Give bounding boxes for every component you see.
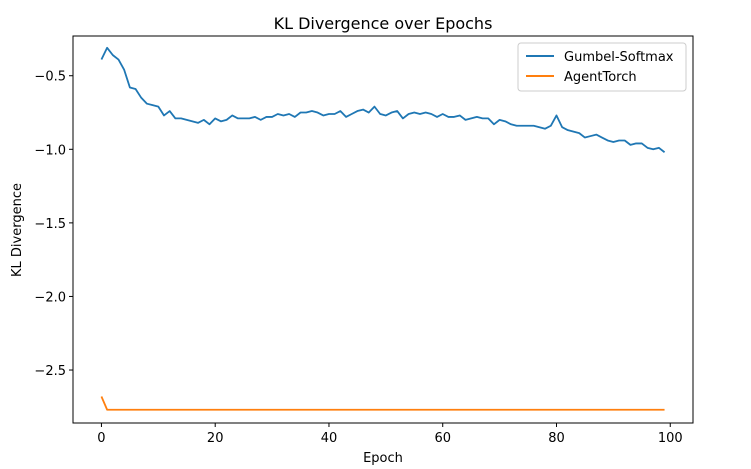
x-tick-label: 0 [97,431,105,446]
y-tick-label: −0.5 [34,70,66,85]
y-tick-label: −2.5 [34,364,66,379]
x-tick-label: 100 [658,431,683,446]
y-tick-label: −1.0 [34,143,66,158]
legend-label-gumbel-softmax: Gumbel-Softmax [564,50,674,65]
y-tick-label: −2.0 [34,290,66,305]
series-line-agenttorch [100,396,665,411]
chart-title: KL Divergence over Epochs [274,14,493,33]
x-tick-label: 20 [207,431,224,446]
x-axis-ticks: 0 20 40 60 80 100 [97,423,683,446]
plot-area-frame [72,35,694,424]
series-layer [100,46,666,411]
y-axis-label: KL Divergence [10,183,25,277]
y-tick-label: −1.5 [34,217,66,232]
legend: Gumbel-Softmax AgentTorch [517,42,687,92]
x-tick-label: 80 [548,431,565,446]
x-axis-label: Epoch [363,451,403,466]
legend-label-agenttorch: AgentTorch [564,70,637,85]
legend-box [517,42,687,92]
series-line-gumbel-softmax [100,46,666,153]
x-tick-label: 60 [434,431,451,446]
x-tick-label: 40 [321,431,338,446]
y-axis-ticks: −0.5 −1.0 −1.5 −2.0 −2.5 [34,70,73,379]
